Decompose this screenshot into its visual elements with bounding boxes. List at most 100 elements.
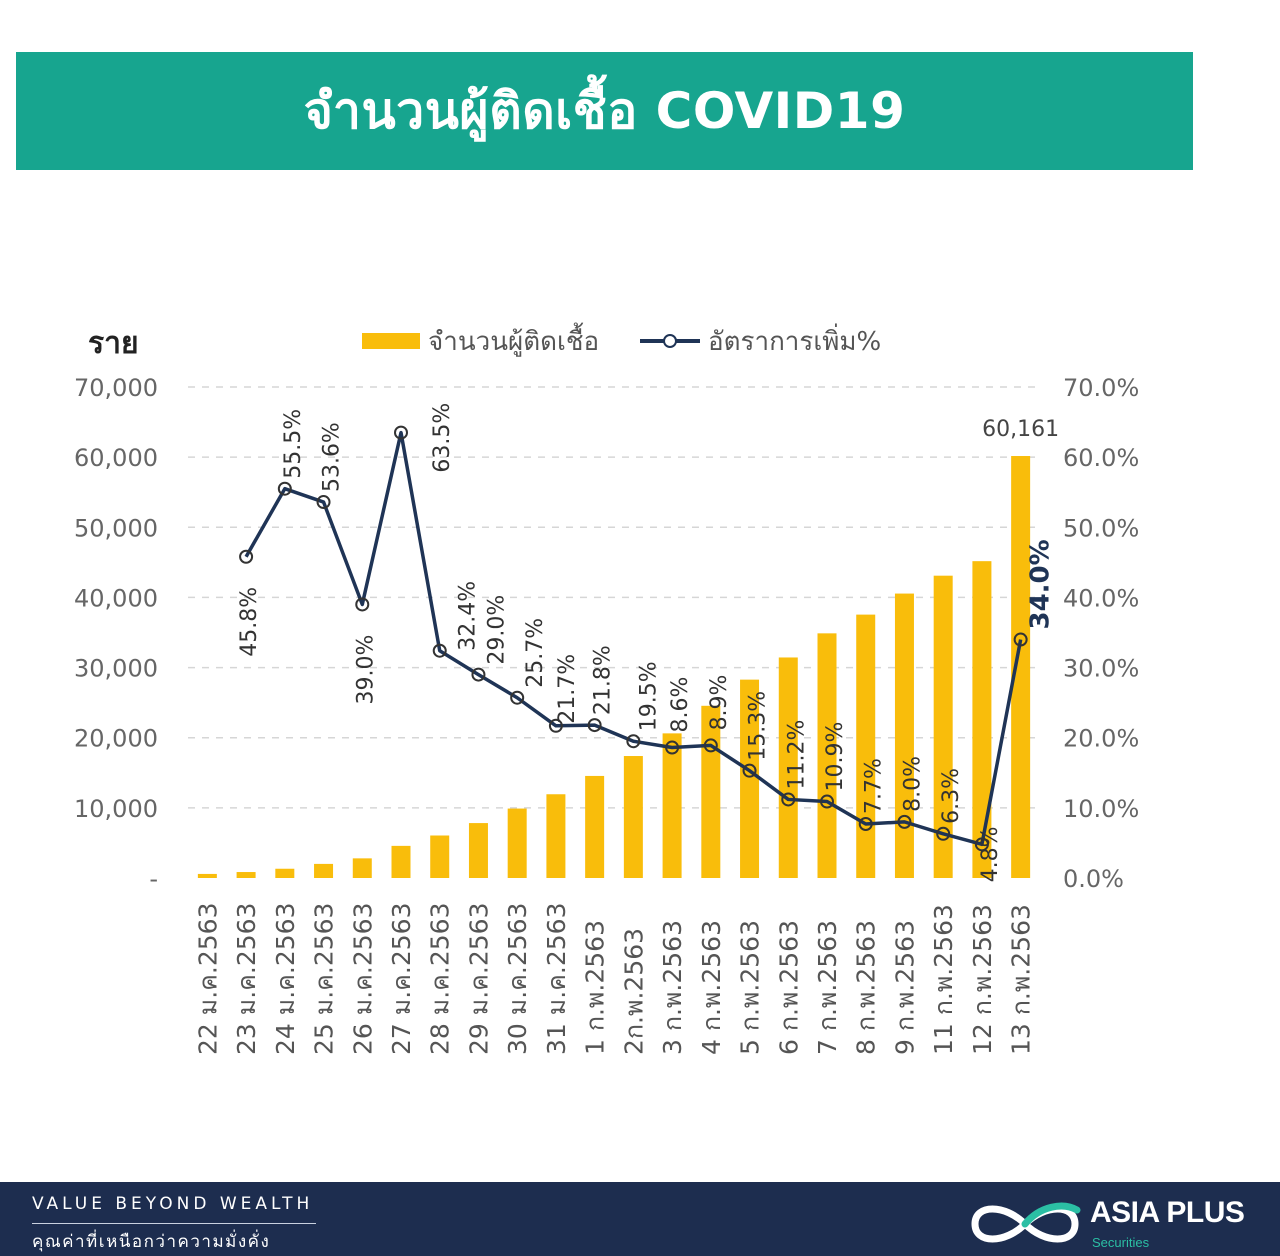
bar — [623, 756, 643, 878]
growth-rate-point — [316, 495, 331, 510]
x-axis-category-label: 25 ม.ค.2563 — [310, 903, 339, 1055]
growth-rate-label: 55.5% — [281, 409, 306, 479]
x-axis-category-label: 3 ก.พ.2563 — [658, 920, 687, 1055]
bar — [817, 633, 837, 878]
left-axis-tick-label: - — [149, 865, 158, 893]
left-axis-tick-label: 40,000 — [74, 584, 158, 612]
infinity-logo-icon — [971, 1202, 1081, 1243]
x-axis-category-label: 9 ก.พ.2563 — [890, 920, 919, 1055]
growth-rate-label: 6.3% — [939, 768, 964, 824]
x-axis-category-label: 6 ก.พ.2563 — [774, 920, 803, 1055]
bar — [275, 868, 295, 878]
bar — [856, 614, 876, 878]
left-axis-tick-label: 30,000 — [74, 655, 158, 683]
growth-rate-label: 7.7% — [862, 758, 887, 814]
x-axis-category-label: 26 ม.ค.2563 — [348, 903, 377, 1055]
right-axis-tick-label: 20.0% — [1063, 725, 1139, 753]
page-title: จำนวนผู้ติดเชื้อ COVID19 — [303, 81, 906, 140]
growth-rate-label: 25.7% — [523, 618, 548, 688]
x-axis-category-label: 1 ก.พ.2563 — [581, 920, 610, 1055]
x-axis-category-label: 22 ม.ค.2563 — [193, 903, 222, 1055]
growth-rate-label: 63.5% — [430, 403, 455, 473]
growth-rate-label: 8.0% — [900, 756, 925, 812]
x-axis-category-label: 2ก.พ.2563 — [619, 928, 648, 1055]
growth-rate-label: 10.9% — [823, 722, 848, 792]
logo-name: ASIA PLUS — [1090, 1196, 1245, 1229]
bar — [894, 593, 914, 878]
tagline-divider — [32, 1223, 316, 1224]
growth-rate-point — [471, 667, 486, 682]
growth-rate-label: 21.8% — [591, 645, 616, 715]
growth-rate-point — [394, 425, 408, 440]
growth-rate-label: 15.3% — [746, 691, 771, 761]
x-axis-category-label: 24 ม.ค.2563 — [271, 903, 300, 1055]
x-axis-category-label: 13 ก.พ.2563 — [1007, 904, 1036, 1055]
growth-rate-point — [432, 643, 447, 658]
legend-line-label: อัตราการเพิ่ม% — [708, 323, 881, 357]
growth-rate-point — [1013, 632, 1028, 647]
right-axis-tick-label: 60.0% — [1063, 444, 1139, 472]
x-axis-category-label: 12 ก.พ.2563 — [968, 904, 997, 1055]
right-axis-tick-label: 50.0% — [1063, 514, 1139, 542]
left-axis-tick-label: 10,000 — [74, 795, 158, 823]
growth-rate-point — [277, 481, 292, 496]
legend-bar-label: จำนวนผู้ติดเชื้อ — [428, 322, 599, 357]
title-banner: จำนวนผู้ติดเชื้อ COVID19 — [16, 52, 1193, 170]
bar — [391, 845, 411, 878]
x-axis-category-label: 11 ก.พ.2563 — [929, 904, 958, 1055]
growth-rate-label: 39.0% — [353, 635, 378, 705]
growth-rate-point — [936, 826, 951, 841]
bar — [507, 808, 527, 878]
bar — [352, 858, 372, 878]
x-axis-category-label: 27 ม.ค.2563 — [387, 903, 416, 1055]
growth-rate-label: 53.6% — [320, 422, 345, 492]
growth-rate-point — [974, 837, 989, 852]
growth-rate-line — [244, 430, 1023, 847]
growth-rate-point — [239, 549, 254, 564]
asia-plus-logo: ASIA PLUS Securities — [965, 1190, 1265, 1252]
bar — [701, 705, 721, 878]
bar — [1011, 456, 1031, 878]
bar-value-label: 60,161 — [982, 417, 1059, 442]
x-axis-category-label: 8 ก.พ.2563 — [852, 920, 881, 1055]
growth-rate-point — [626, 734, 641, 749]
bar — [740, 679, 760, 878]
growth-rate-point — [897, 814, 912, 829]
growth-rate-point — [781, 792, 796, 807]
growth-rate-label: 4.8% — [978, 826, 1003, 882]
bar — [236, 872, 256, 878]
right-axis-tick-label: 70.0% — [1063, 374, 1139, 402]
growth-rate-point — [703, 738, 718, 753]
growth-rate-point — [742, 763, 757, 778]
growth-rate-label: 11.2% — [784, 720, 809, 790]
growth-rate-label: 19.5% — [636, 661, 661, 731]
bar — [546, 794, 566, 878]
growth-rate-label: 32.4% — [456, 581, 481, 651]
right-axis-tick-label: 0.0% — [1063, 865, 1124, 893]
growth-rate-point — [665, 740, 680, 755]
legend-line-marker — [663, 334, 677, 348]
growth-rate-label: 21.7% — [555, 654, 580, 724]
x-axis-category-label: 31 ม.ค.2563 — [542, 903, 571, 1055]
tagline-english: VALUE BEYOND WEALTH — [32, 1194, 314, 1214]
x-axis-category-label: 4 ก.พ.2563 — [697, 920, 726, 1055]
growth-rate-label: 34.0% — [1026, 539, 1056, 629]
growth-rate-point — [510, 690, 525, 705]
bar — [468, 823, 488, 878]
growth-rate-point — [820, 794, 834, 809]
bar — [197, 873, 217, 878]
x-axis-category-label: 29 ม.ค.2563 — [464, 903, 493, 1055]
bar — [778, 657, 798, 878]
x-axis-category-label: 23 ม.ค.2563 — [232, 903, 261, 1055]
x-axis-category-label: 7 ก.พ.2563 — [813, 920, 842, 1055]
bar — [933, 575, 953, 878]
growth-rate-label: 29.0% — [484, 595, 509, 665]
logo-subtitle: Securities — [1092, 1235, 1150, 1250]
bar — [972, 561, 992, 878]
growth-rate-label: 8.9% — [707, 675, 732, 731]
growth-rate-label: 8.6% — [668, 677, 693, 733]
x-axis-category-label: 30 ม.ค.2563 — [503, 903, 532, 1055]
covid-chart: - 10,000 20,000 30,000 40,000 50,000 60,000 70,… — [74, 322, 1139, 1055]
left-axis-tick-label: 60,000 — [74, 444, 158, 472]
left-axis-tick-label: 50,000 — [74, 514, 158, 542]
